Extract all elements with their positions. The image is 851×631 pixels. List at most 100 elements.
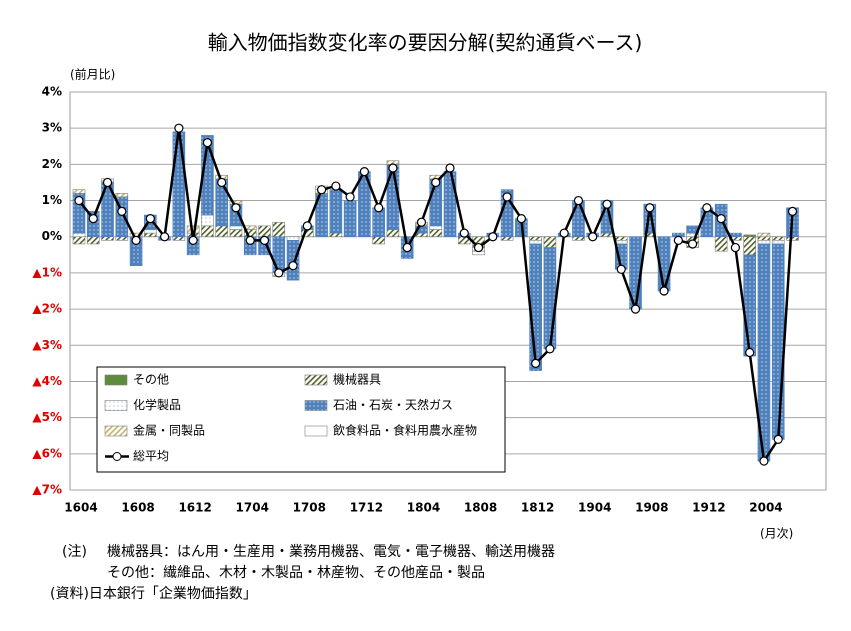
y-tick-label: ▲2% [32, 302, 62, 316]
point [602, 199, 612, 209]
legend-label: その他 [133, 373, 169, 387]
x-tick-label: 1604 [64, 501, 97, 515]
point [288, 261, 298, 271]
point [431, 177, 441, 188]
bar-segment [101, 236, 114, 241]
bar-segment [572, 200, 585, 238]
x-tick-label: 1904 [578, 501, 611, 515]
y-tick-label: ▲6% [32, 446, 62, 460]
point [188, 235, 198, 245]
bar-segment [215, 225, 228, 238]
point [459, 228, 469, 238]
bar-segment [729, 232, 742, 238]
bar-segment [429, 229, 443, 238]
point [716, 214, 726, 224]
point [673, 235, 683, 245]
x-tick-label: 1708 [293, 501, 326, 515]
point [331, 181, 341, 191]
legend-swatch [104, 374, 128, 386]
bar-segment [115, 193, 129, 198]
y-tick-label: 2% [42, 157, 62, 171]
point [131, 235, 141, 245]
bar-segment [286, 236, 300, 241]
y-tick-label: ▲7% [32, 483, 62, 497]
note: (注) [62, 544, 87, 560]
bar-segment [714, 236, 728, 252]
point [217, 177, 227, 188]
legend-label: 飲食料品・食料用農水産物 [333, 423, 477, 438]
point [416, 217, 427, 227]
x-tick-label: 1612 [178, 501, 211, 515]
point [688, 239, 698, 249]
bar-segment [757, 240, 771, 245]
note: 機械器具：はん用・生産用・業務用機器、電気・電子機器、輸送用機器 [107, 544, 555, 560]
bar-segment [72, 236, 86, 245]
point [445, 163, 455, 173]
bar-segment [757, 236, 771, 241]
bar-segment [771, 236, 785, 241]
point [231, 203, 241, 213]
point [773, 434, 783, 444]
bar-segment [786, 236, 799, 241]
point [316, 185, 327, 195]
bar-segment [172, 131, 186, 238]
x-tick-label: 1704 [236, 501, 269, 515]
x-tick-label: 2004 [749, 501, 782, 515]
legend-marker [112, 452, 122, 461]
point [302, 221, 312, 231]
bar-segment [771, 240, 785, 245]
bar-segment [500, 236, 514, 241]
bar-segment [743, 254, 756, 357]
point [174, 123, 184, 133]
legend-label: 総平均 [133, 449, 169, 463]
bar-segment [172, 236, 186, 241]
bar-segment [572, 236, 585, 241]
bar-segment [386, 229, 400, 238]
bar-segment [543, 236, 557, 248]
point [274, 268, 284, 278]
point [160, 232, 170, 242]
bar-segment [229, 225, 243, 230]
bar-segment [415, 232, 428, 238]
bar-segment [286, 240, 300, 281]
legend-label: 金属・同製品 [133, 423, 205, 438]
bar-segment [329, 232, 343, 238]
x-tick-label: 1912 [692, 501, 725, 515]
bar-segment [144, 229, 157, 234]
legend-box [96, 366, 506, 473]
bar-segment [429, 225, 443, 230]
y-tick-label: ▲4% [32, 374, 62, 388]
bar-segment [600, 232, 614, 238]
point [516, 214, 526, 224]
point [745, 347, 755, 358]
bar-segment [343, 200, 357, 238]
bar-segment [757, 232, 771, 238]
bar-segment [543, 247, 557, 350]
point [616, 264, 626, 274]
point [74, 195, 84, 206]
y-tick-label: ▲1% [32, 265, 62, 279]
legend-swatch [304, 400, 328, 411]
bar-segment [329, 189, 343, 234]
point [473, 242, 484, 253]
bar-segment [614, 236, 628, 241]
bar-segment [86, 236, 100, 245]
bar-segment [258, 225, 271, 238]
point [531, 358, 541, 368]
point [573, 195, 584, 206]
point [630, 304, 641, 314]
point [374, 203, 384, 213]
point [88, 214, 98, 224]
legend-swatch [104, 400, 128, 411]
point [559, 228, 569, 238]
legend-label: 石油・石炭・天然ガス [333, 397, 453, 412]
bar-segment [115, 236, 129, 241]
bar-segment [771, 243, 785, 440]
point [117, 206, 127, 216]
point [645, 203, 655, 213]
point [659, 286, 669, 296]
legend-swatch [304, 374, 328, 386]
legend-label: 化学製品 [133, 397, 181, 412]
